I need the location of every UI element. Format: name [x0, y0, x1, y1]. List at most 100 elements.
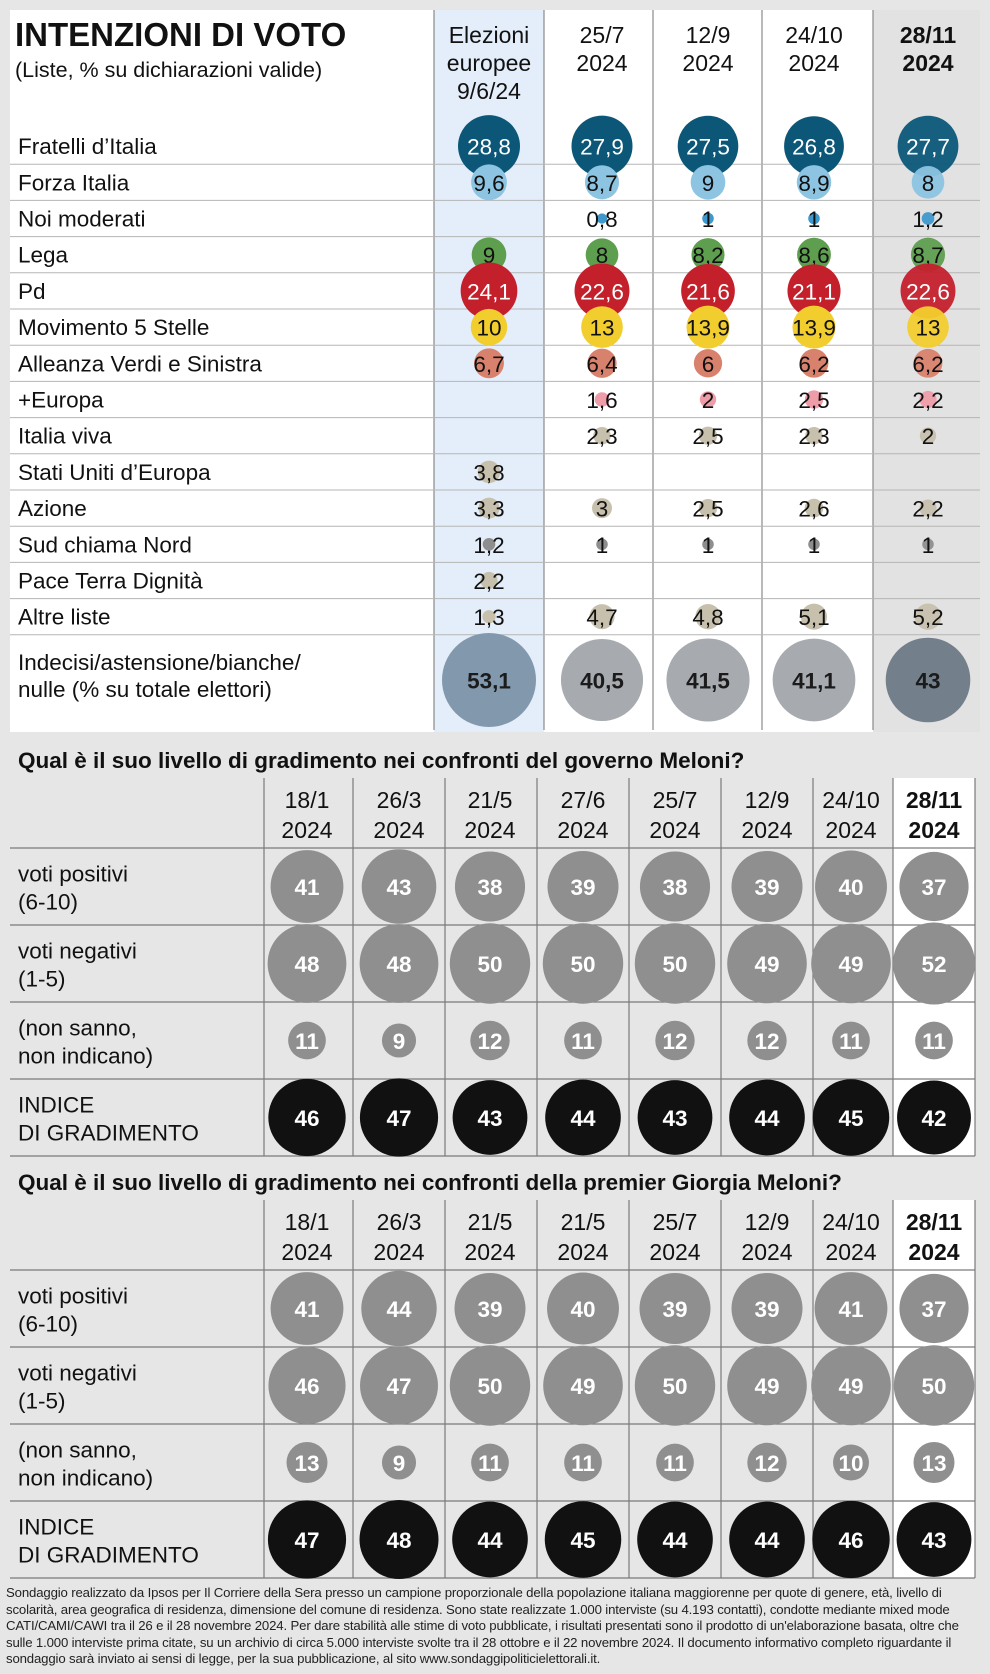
value-label: 5,1	[798, 605, 829, 630]
approval-value: 39	[754, 1297, 779, 1322]
value-label: 22,6	[580, 279, 624, 304]
approval-value: 9	[393, 1029, 406, 1054]
approval-column-header: 2024	[741, 1239, 792, 1265]
approval-value: 50	[570, 952, 595, 977]
approval-column-header: 18/1	[285, 1209, 330, 1235]
value-bubble	[796, 165, 832, 200]
value-bubble	[470, 308, 508, 346]
approval-bubble	[896, 1502, 972, 1577]
value-bubble	[480, 571, 498, 590]
value-label: 6,7	[473, 352, 504, 377]
value-label: 13,9	[792, 316, 836, 341]
value-bubble	[808, 538, 820, 551]
approval-bubble	[832, 1021, 870, 1060]
approval-row-label: voti negativi	[18, 1361, 137, 1386]
value-label: 26,8	[792, 135, 836, 160]
value-label: 3	[596, 497, 609, 522]
voting-column-header: 24/10	[785, 22, 843, 48]
approval-value: 11	[571, 1029, 595, 1054]
value-label: 8	[922, 171, 935, 196]
undecided-value: 43	[915, 669, 940, 694]
approval-value: 40	[570, 1297, 595, 1322]
approval-row-label: (6-10)	[18, 1312, 78, 1337]
approval-bubble	[637, 1080, 713, 1155]
approval-value: 37	[921, 1297, 946, 1322]
approval-bubble	[564, 1021, 602, 1060]
approval-bubble	[452, 1080, 528, 1155]
value-label: 9,6	[473, 171, 504, 196]
approval-value: 50	[662, 952, 687, 977]
value-bubble	[784, 116, 844, 177]
value-bubble	[900, 263, 956, 319]
approval-value: 49	[754, 952, 779, 977]
approval-bubble	[893, 922, 975, 1005]
approval-value: 11	[295, 1029, 319, 1054]
approval-bubble	[729, 1079, 805, 1156]
value-bubble	[460, 262, 518, 320]
approval-column-header: 2024	[373, 817, 424, 843]
approval-value: 49	[570, 1374, 595, 1399]
value-bubble	[482, 537, 496, 551]
approval-value: 49	[754, 1374, 779, 1399]
approval-column-header: 21/5	[468, 1209, 513, 1235]
approval-bubble	[267, 924, 347, 1003]
approval-title-2: Qual è il suo livello di gradimento nei …	[18, 1170, 842, 1195]
approval-value: 38	[662, 875, 687, 900]
approval-bubble	[361, 1270, 437, 1347]
undecided-value: 40,5	[580, 669, 624, 694]
value-label: 8,2	[692, 243, 723, 268]
value-bubble	[911, 165, 945, 199]
value-label: 2,5	[798, 388, 829, 413]
approval-value: 45	[570, 1528, 595, 1553]
approval-bubble	[547, 1272, 619, 1345]
approval-value: 41	[294, 1297, 319, 1322]
approval-column-header: 2024	[825, 817, 876, 843]
undecided-bubble	[560, 638, 644, 722]
value-label: 2,3	[586, 424, 617, 449]
approval-row-label: (non sanno,	[18, 1438, 137, 1463]
approval-bubble	[634, 1345, 716, 1426]
approval-value: 39	[570, 875, 595, 900]
approval-value: 38	[477, 875, 502, 900]
value-label: 27,5	[686, 135, 730, 160]
approval-bubble	[811, 923, 891, 1004]
value-label: 9	[483, 243, 496, 268]
approval-bubble	[897, 1080, 971, 1155]
approval-column-header: 12/9	[745, 1209, 790, 1235]
value-bubble	[799, 348, 829, 378]
value-bubble	[594, 392, 610, 407]
approval-column-header: 2024	[741, 817, 792, 843]
value-label: 2,2	[473, 569, 504, 594]
approval-value: 43	[662, 1106, 687, 1131]
approval-value: 50	[921, 1374, 946, 1399]
value-bubble	[800, 603, 828, 630]
approval-bubble	[454, 851, 526, 922]
approval-bubble	[727, 1345, 807, 1426]
approval-bubble	[727, 923, 807, 1004]
approval-value: 48	[294, 952, 319, 977]
approval-value: 46	[294, 1374, 319, 1399]
approval-value: 11	[571, 1451, 595, 1476]
value-label: 0,8	[586, 207, 617, 232]
voting-column-header: 2024	[902, 50, 953, 76]
value-bubble	[593, 426, 611, 445]
approval-value: 42	[921, 1106, 946, 1131]
approval-column-header: 28/11	[906, 787, 962, 813]
value-label: 10	[476, 316, 501, 341]
approval-bubble	[564, 1443, 602, 1482]
value-label: 2	[702, 388, 715, 413]
undecided-bubble	[772, 638, 856, 722]
value-label: 1	[596, 533, 609, 558]
undecided-label: Indecisi/astensione/bianche/	[18, 650, 301, 675]
value-label: 9	[702, 171, 715, 196]
approval-row-label: DI GRADIMENTO	[18, 1121, 199, 1146]
approval-row-label: (non sanno,	[18, 1016, 137, 1041]
approval-bubble	[915, 1021, 953, 1060]
value-bubble	[596, 538, 608, 551]
party-label: Lega	[18, 243, 69, 268]
value-bubble	[691, 238, 725, 272]
approval-bubble	[811, 1345, 891, 1426]
approval-column-header: 2024	[464, 1239, 515, 1265]
undecided-value: 41,1	[792, 669, 836, 694]
approval-bubble	[544, 1501, 622, 1578]
